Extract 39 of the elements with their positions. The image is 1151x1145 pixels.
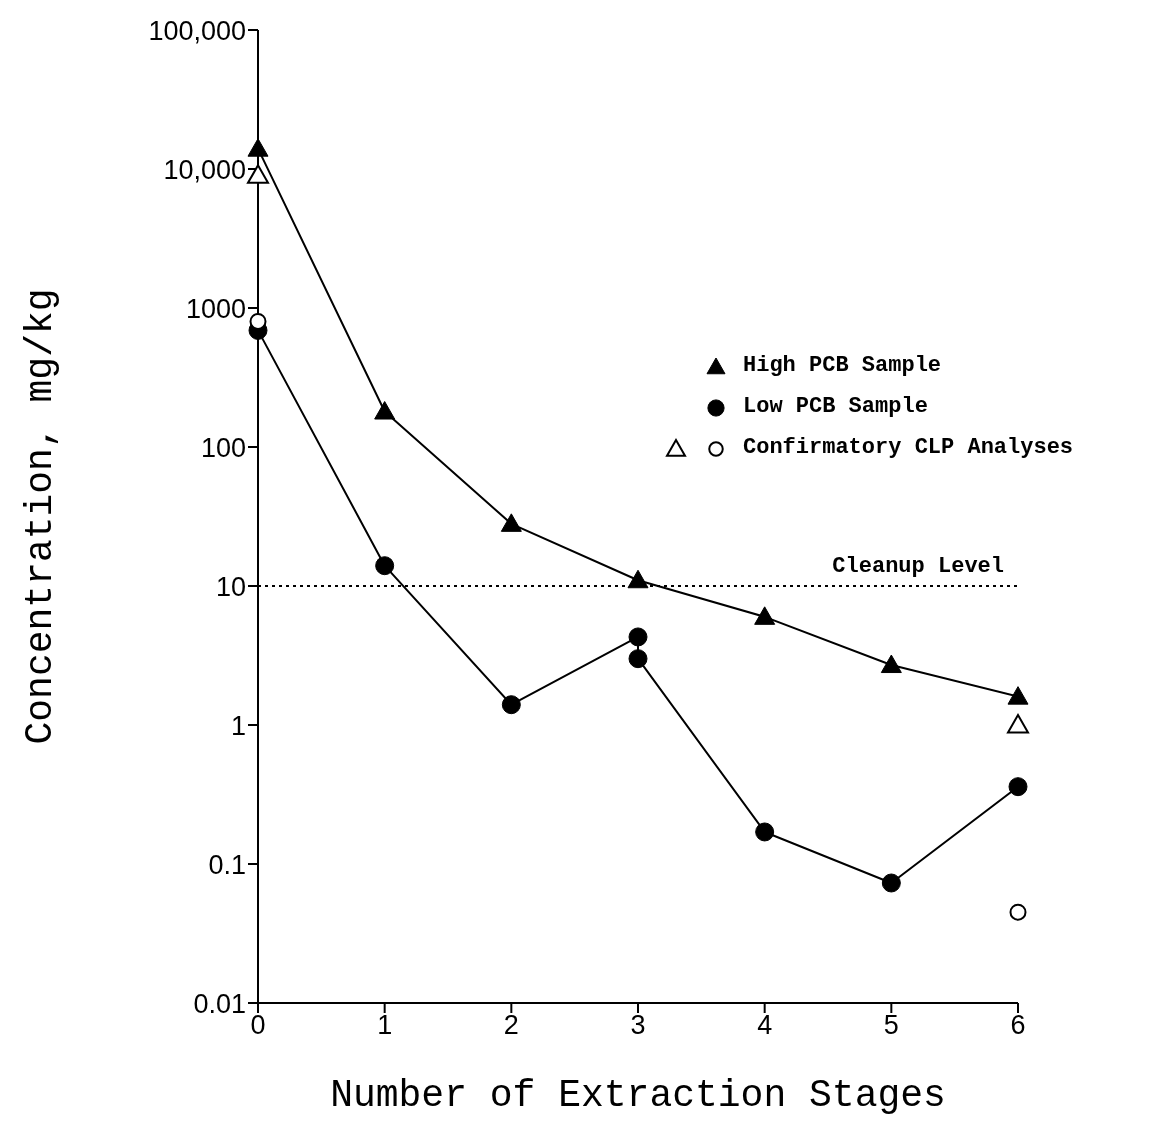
x-tick-label: 3 xyxy=(630,1010,646,1041)
x-tick-label: 4 xyxy=(757,1010,773,1041)
point xyxy=(627,569,649,589)
y-tick-label: 100,000 xyxy=(148,15,246,46)
point xyxy=(249,312,267,330)
y-tick-label: 10 xyxy=(215,571,246,602)
point xyxy=(374,401,396,420)
point xyxy=(500,513,522,532)
x-tick-label: 1 xyxy=(377,1010,393,1041)
x-axis-title: Number of Extraction Stages xyxy=(330,1074,946,1117)
y-tick-label: 100 xyxy=(200,432,246,463)
point xyxy=(754,606,776,625)
point xyxy=(628,649,648,669)
point xyxy=(628,627,648,647)
legend-label: Confirmatory CLP Analyses xyxy=(743,435,1074,460)
legend-label: High PCB Sample xyxy=(743,353,942,378)
point xyxy=(1007,686,1029,705)
point xyxy=(501,695,521,715)
y-tick-label: 0.01 xyxy=(193,988,246,1019)
point xyxy=(1009,903,1027,921)
x-tick-label: 6 xyxy=(1010,1010,1026,1041)
legend-label: Low PCB Sample xyxy=(743,394,928,419)
x-tick-label: 2 xyxy=(503,1010,519,1041)
y-tick-label: 1000 xyxy=(185,293,246,324)
y-tick-label: 10,000 xyxy=(163,154,246,185)
point xyxy=(881,873,901,893)
point xyxy=(375,556,395,576)
point xyxy=(755,822,775,842)
point xyxy=(1007,714,1029,734)
y-tick-label: 0.1 xyxy=(208,849,246,880)
point xyxy=(1008,777,1028,797)
y-axis-title: Concentration, mg/kg xyxy=(19,288,63,745)
y-tick-label: 1 xyxy=(230,710,246,741)
ref-line-label: Cleanup Level xyxy=(832,554,1004,579)
x-tick-label: 5 xyxy=(883,1010,899,1041)
x-tick-label: 0 xyxy=(250,1010,266,1041)
point xyxy=(247,138,269,157)
point xyxy=(880,654,902,674)
point xyxy=(247,164,269,184)
